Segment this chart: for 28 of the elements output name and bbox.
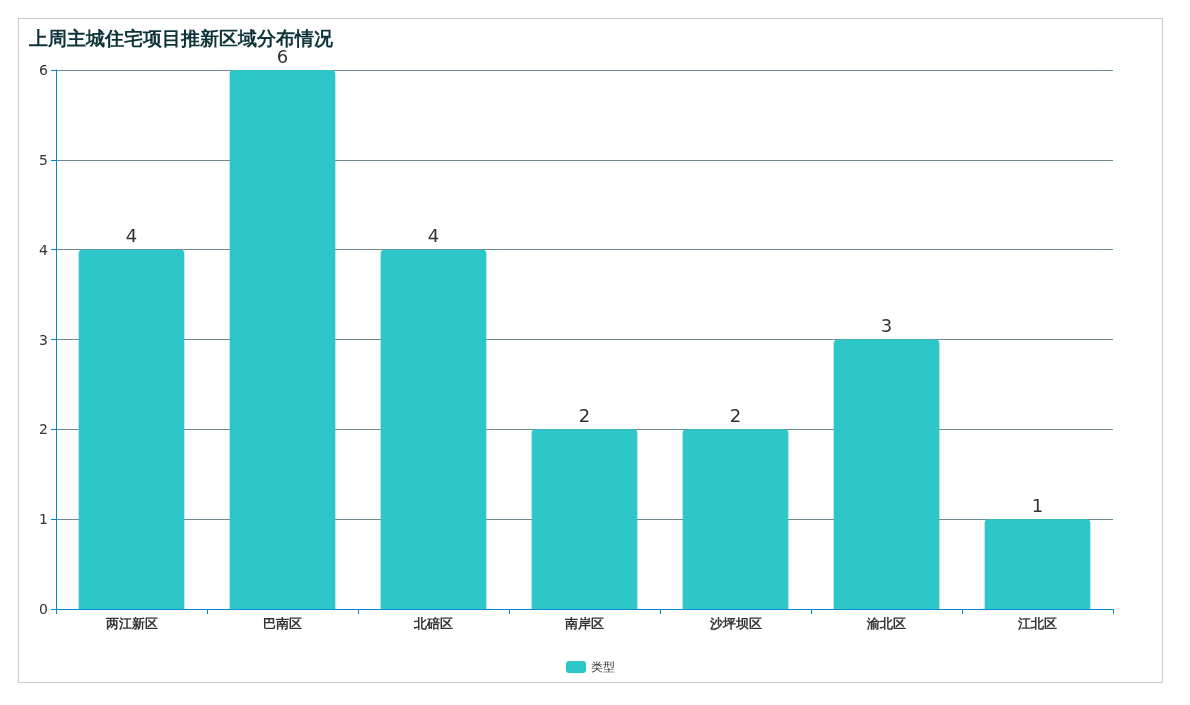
bar xyxy=(380,249,487,609)
y-tick-label: 4 xyxy=(39,241,49,258)
data-label: 4 xyxy=(427,225,440,247)
data-label: 2 xyxy=(729,404,742,426)
data-label: 2 xyxy=(578,404,591,426)
y-tick-label: 2 xyxy=(39,421,48,438)
bar xyxy=(229,70,336,609)
x-tick-label: 沙坪坝区 xyxy=(708,616,762,631)
x-tick-label: 南岸区 xyxy=(564,616,604,631)
y-tick-label: 3 xyxy=(39,331,48,348)
data-label: 4 xyxy=(125,225,138,247)
bar xyxy=(682,429,789,609)
x-tick-label: 两江新区 xyxy=(104,616,158,631)
y-tick-label: 6 xyxy=(39,62,49,78)
y-tick-label: 5 xyxy=(39,151,48,168)
data-label: 1 xyxy=(1031,494,1044,516)
x-tick-label: 江北区 xyxy=(1017,616,1057,631)
legend-label: 类型 xyxy=(591,660,615,674)
y-tick-label: 1 xyxy=(39,511,48,528)
data-label: 3 xyxy=(880,315,893,336)
bar xyxy=(78,249,185,609)
x-tick-label: 北碚区 xyxy=(413,616,453,631)
x-tick-label: 巴南区 xyxy=(263,616,302,631)
bar xyxy=(531,429,638,609)
bar xyxy=(984,519,1091,609)
y-tick-label: 0 xyxy=(39,601,48,617)
x-tick-label: 渝北区 xyxy=(866,616,906,631)
bar xyxy=(833,339,940,609)
